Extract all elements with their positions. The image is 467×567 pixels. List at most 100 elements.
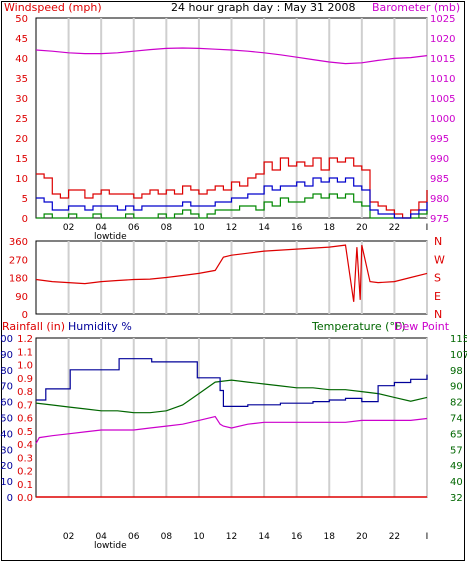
rain-ytick-label: 0.5 — [17, 427, 33, 438]
baro-ytick-label: 1015 — [430, 54, 455, 65]
humidity-line — [36, 358, 428, 407]
dewpoint-line — [35, 415, 428, 444]
wind-ytick-label: 5 — [22, 194, 28, 205]
rain-xtick-label: 16 — [291, 532, 303, 542]
direction-ytick-label: 270 — [9, 255, 28, 266]
rain-ytick-label: 0.9 — [17, 374, 33, 385]
wind-ytick-label: 20 — [15, 134, 28, 145]
rain-xtick-label: 18 — [324, 532, 336, 542]
temp-ytick-label: 49 — [450, 461, 463, 472]
wind-xtick-label: 10 — [193, 223, 205, 233]
wind-low-line — [36, 193, 428, 219]
wind-xtick-label: 20 — [356, 223, 368, 233]
direction-ytick-label: 90 — [15, 292, 28, 303]
compass-label: E — [434, 290, 441, 303]
wind-ytick-label: 45 — [15, 34, 28, 45]
dewpoint-label: Dew Point — [394, 320, 450, 333]
temp-ytick-label: 90 — [450, 382, 463, 393]
wind-xtick-label: I — [426, 223, 429, 233]
temp-ytick-label: 57 — [450, 445, 463, 456]
rain-ytick-label: 1.1 — [17, 347, 33, 358]
chart-title: 24 hour graph day : May 31 2008 — [171, 1, 356, 14]
humidity-ytick-label: 80 — [0, 366, 13, 377]
baro-ytick-label: 975 — [430, 214, 449, 225]
rain-xtick-label: 20 — [356, 532, 368, 542]
humidity-ytick-label: 30 — [0, 445, 13, 456]
wind-ytick-label: 30 — [15, 94, 28, 105]
temp-ytick-label: 98 — [450, 366, 463, 377]
humidity-label: Humidity % — [68, 320, 132, 333]
rain-ytick-label: 1.2 — [17, 334, 33, 345]
wind-xtick-label: 18 — [324, 223, 336, 233]
humidity-ytick-label: 100 — [0, 334, 13, 345]
rain-ytick-label: 0.0 — [17, 493, 33, 504]
rain-xtick-label: I — [426, 532, 429, 542]
direction-line — [35, 244, 428, 302]
wind-avg-line — [36, 177, 428, 219]
wind-ytick-label: 15 — [15, 154, 28, 165]
rainfall-label: Rainfall (in) — [2, 320, 65, 333]
compass-label: N — [434, 308, 442, 321]
compass-label: W — [434, 253, 445, 266]
humidity-ytick-label: 0 — [7, 493, 13, 504]
temp-ytick-label: 115 — [450, 334, 467, 345]
wind-xtick-label: 22 — [389, 223, 400, 233]
rain-ytick-label: 0.4 — [17, 440, 33, 451]
baro-ytick-label: 1005 — [430, 94, 455, 105]
compass-label: S — [434, 272, 441, 285]
wind-ytick-label: 50 — [15, 14, 28, 25]
baro-ytick-label: 1020 — [430, 34, 455, 45]
rain-ytick-label: 0.3 — [17, 453, 33, 464]
rain-ytick-label: 0.1 — [17, 480, 33, 491]
baro-ytick-label: 990 — [430, 154, 449, 165]
barometer-label: Barometer (mb) — [372, 1, 460, 14]
wind-xtick-label: 16 — [291, 223, 303, 233]
humidity-ytick-label: 20 — [0, 461, 13, 472]
barometer-line — [35, 47, 428, 65]
lowtide-note-1: lowtide — [94, 232, 127, 242]
wind-ytick-label: 25 — [15, 114, 28, 125]
temperature-line — [35, 379, 428, 414]
wind-xtick-label: 06 — [128, 223, 140, 233]
rain-ytick-label: 0.7 — [17, 400, 33, 411]
rain-xtick-label: 14 — [258, 532, 270, 542]
rain-xtick-label: 12 — [226, 532, 237, 542]
compass-label: N — [434, 235, 442, 248]
humidity-ytick-label: 70 — [0, 382, 13, 393]
wind-xtick-label: 02 — [63, 223, 74, 233]
baro-ytick-label: 1010 — [430, 74, 455, 85]
gust-line — [36, 157, 428, 219]
temp-ytick-label: 82 — [450, 398, 463, 409]
humidity-ytick-label: 40 — [0, 429, 13, 440]
rain-xtick-label: 06 — [128, 532, 140, 542]
temp-ytick-label: 65 — [450, 429, 463, 440]
lowtide-note-2: lowtide — [94, 541, 127, 551]
rain-xtick-label: 22 — [389, 532, 400, 542]
wind-xtick-label: 04 — [95, 223, 107, 233]
wind-xtick-label: 14 — [258, 223, 270, 233]
rain-ytick-label: 0.2 — [17, 467, 33, 478]
temperature-label: Temperature (°F) — [311, 320, 406, 333]
direction-ytick-label: 0 — [22, 310, 28, 321]
baro-ytick-label: 985 — [430, 174, 449, 185]
wind-xtick-label: 08 — [161, 223, 173, 233]
baro-ytick-label: 1000 — [430, 114, 455, 125]
temp-ytick-label: 107 — [450, 350, 467, 361]
humidity-ytick-label: 10 — [0, 477, 13, 488]
baro-ytick-label: 995 — [430, 134, 449, 145]
direction-ytick-label: 180 — [9, 274, 28, 285]
temp-ytick-label: 32 — [450, 493, 463, 504]
windspeed-label: Windspeed (mph) — [4, 1, 102, 14]
wind-ytick-label: 10 — [15, 174, 28, 185]
rain-ytick-label: 0.8 — [17, 387, 33, 398]
rain-xtick-label: 02 — [63, 532, 74, 542]
rain-ytick-label: 1.0 — [17, 361, 33, 372]
baro-ytick-label: 980 — [430, 194, 449, 205]
baro-ytick-label: 1025 — [430, 14, 455, 25]
rain-xtick-label: 10 — [193, 532, 205, 542]
humidity-ytick-label: 50 — [0, 414, 13, 425]
